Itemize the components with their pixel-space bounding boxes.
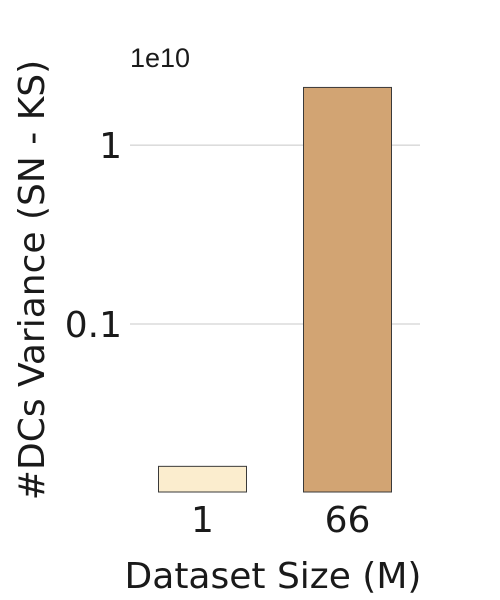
bar-1 [158,465,247,493]
y-axis-label: #DCs Variance (SN - KS) [12,60,53,500]
x-tick-label: 66 [325,500,371,541]
y-tick-labels: 0.11 [65,126,122,346]
y-tick-label: 0.1 [65,305,122,346]
y-offset-label: 1e10 [130,43,190,73]
x-axis-label: Dataset Size (M) [125,556,422,597]
x-tick-label: 1 [191,500,214,541]
y-tick-label: 1 [99,126,122,167]
x-tick-labels: 1 66 [191,500,370,541]
bar-66 [303,86,392,493]
bars [158,86,392,493]
